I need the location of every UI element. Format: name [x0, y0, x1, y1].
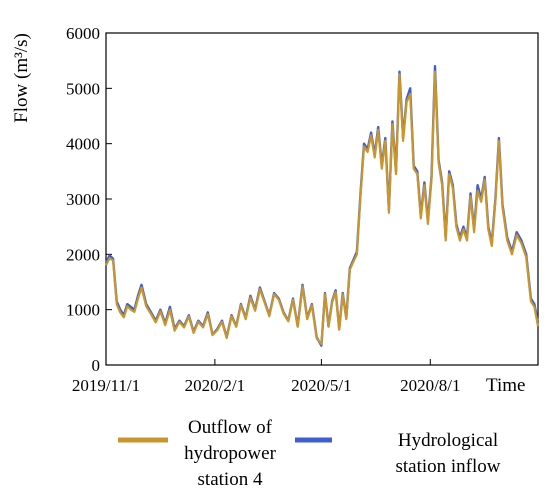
legend-label-outflow-line1: Outflow of [188, 417, 273, 438]
y-tick-label: 2000 [66, 245, 100, 264]
x-axis-title: Time [486, 375, 525, 396]
x-tick-label: 2019/11/1 [72, 376, 140, 395]
y-axis-ticks: 0 1000 2000 3000 4000 5000 6000 [66, 24, 112, 375]
y-tick-label: 5000 [66, 79, 100, 98]
x-axis-ticks: 2019/11/1 2020/2/1 2020/5/1 2020/8/1 [72, 359, 461, 395]
series-line-outflow [105, 70, 540, 346]
legend-label-outflow-line3: station 4 [198, 469, 263, 490]
y-axis-title: Flow (m³/s) [11, 33, 32, 123]
y-tick-label: 3000 [66, 190, 100, 209]
x-tick-label: 2020/8/1 [400, 376, 460, 395]
y-tick-label: 1000 [66, 301, 100, 320]
legend-label-inflow-line1: Hydrological [398, 430, 498, 451]
legend-label-inflow-line2: station inflow [395, 456, 500, 477]
series-lines [104, 64, 540, 347]
x-tick-label: 2020/5/1 [291, 376, 351, 395]
y-tick-label: 4000 [66, 135, 100, 154]
x-tick-label: 2020/2/1 [185, 376, 245, 395]
y-tick-label: 6000 [66, 24, 100, 43]
series-line-inflow [104, 64, 540, 347]
legend-label-outflow-line2: hydropower [184, 443, 276, 464]
y-tick-label: 0 [92, 356, 101, 375]
legend: Outflow of hydropower station 4 Hydrolog… [118, 417, 501, 490]
